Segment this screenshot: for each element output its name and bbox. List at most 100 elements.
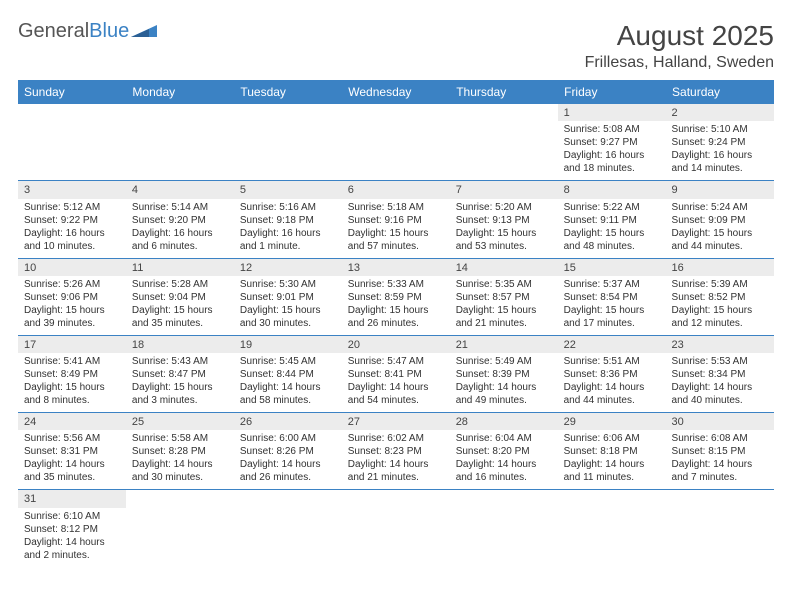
sunset-text: Sunset: 9:27 PM xyxy=(564,136,660,149)
calendar-cell: 9Sunrise: 5:24 AMSunset: 9:09 PMDaylight… xyxy=(666,181,774,258)
day-number: 8 xyxy=(558,181,666,198)
calendar-cell: 5Sunrise: 5:16 AMSunset: 9:18 PMDaylight… xyxy=(234,181,342,258)
sunrise-text: Sunrise: 5:45 AM xyxy=(240,355,336,368)
sunset-text: Sunset: 8:49 PM xyxy=(24,368,120,381)
calendar-cell: 6 Sunrise: 5:18 AMSunset: 9:16 PMDaylight… xyxy=(342,181,450,258)
day-number: 15 xyxy=(558,259,666,276)
day-info: Sunrise: 5:22 AMSunset: 9:11 PMDaylight:… xyxy=(564,201,660,253)
sunrise-text: Sunrise: 5:33 AM xyxy=(348,278,444,291)
calendar-cell: 21Sunrise: 5:49 AMSunset: 8:39 PMDayligh… xyxy=(450,335,558,412)
day-number: 3 xyxy=(18,181,126,198)
day-number: 12 xyxy=(234,259,342,276)
calendar-row: 31Sunrise: 6:10 AMSunset: 8:12 PMDayligh… xyxy=(18,490,774,567)
calendar-cell xyxy=(450,490,558,567)
day-number: 22 xyxy=(558,336,666,353)
daylight-text: Daylight: 15 hours and 8 minutes. xyxy=(24,381,120,407)
calendar-cell: 11Sunrise: 5:28 AMSunset: 9:04 PMDayligh… xyxy=(126,258,234,335)
sunset-text: Sunset: 8:18 PM xyxy=(564,445,660,458)
sunrise-text: Sunrise: 5:56 AM xyxy=(24,432,120,445)
calendar-cell: 25Sunrise: 5:58 AMSunset: 8:28 PMDayligh… xyxy=(126,413,234,490)
calendar-header: SundayMondayTuesdayWednesdayThursdayFrid… xyxy=(18,80,774,104)
sunset-text: Sunset: 9:09 PM xyxy=(672,214,768,227)
calendar-cell: 12 Sunrise: 5:30 AMSunset: 9:01 PMDayligh… xyxy=(234,258,342,335)
sunrise-text: Sunrise: 5:12 AM xyxy=(24,201,120,214)
sunset-text: Sunset: 8:59 PM xyxy=(348,291,444,304)
daylight-text: Daylight: 14 hours and 11 minutes. xyxy=(564,458,660,484)
day-number: 10 xyxy=(18,259,126,276)
calendar-cell xyxy=(342,490,450,567)
day-number: 23 xyxy=(666,336,774,353)
calendar-cell: 16Sunrise: 5:39 AMSunset: 8:52 PMDayligh… xyxy=(666,258,774,335)
calendar-cell: 13Sunrise: 5:33 AMSunset: 8:59 PMDayligh… xyxy=(342,258,450,335)
calendar-cell: 1Sunrise: 5:08 AMSunset: 9:27 PMDaylight… xyxy=(558,104,666,181)
day-info: Sunrise: 5:37 AMSunset: 8:54 PMDaylight:… xyxy=(564,278,660,330)
calendar-cell: 24Sunrise: 5:56 AMSunset: 8:31 PMDayligh… xyxy=(18,413,126,490)
daylight-text: Daylight: 15 hours and 17 minutes. xyxy=(564,304,660,330)
day-info: Sunrise: 5:26 AMSunset: 9:06 PMDaylight:… xyxy=(24,278,120,330)
sunset-text: Sunset: 8:57 PM xyxy=(456,291,552,304)
daylight-text: Daylight: 15 hours and 12 minutes. xyxy=(672,304,768,330)
calendar-cell xyxy=(450,104,558,181)
day-info: Sunrise: 5:10 AMSunset: 9:24 PMDaylight:… xyxy=(672,123,768,175)
calendar-cell: 26Sunrise: 6:00 AMSunset: 8:26 PMDayligh… xyxy=(234,413,342,490)
sunrise-text: Sunrise: 5:24 AM xyxy=(672,201,768,214)
weekday-header: Tuesday xyxy=(234,80,342,104)
calendar-body: 1Sunrise: 5:08 AMSunset: 9:27 PMDaylight… xyxy=(18,104,774,567)
daylight-text: Daylight: 16 hours and 6 minutes. xyxy=(132,227,228,253)
sunset-text: Sunset: 9:18 PM xyxy=(240,214,336,227)
sunset-text: Sunset: 8:31 PM xyxy=(24,445,120,458)
sunrise-text: Sunrise: 6:04 AM xyxy=(456,432,552,445)
day-number: 6 xyxy=(342,181,450,198)
day-number: 14 xyxy=(450,259,558,276)
daylight-text: Daylight: 14 hours and 21 minutes. xyxy=(348,458,444,484)
weekday-header: Wednesday xyxy=(342,80,450,104)
calendar-cell: 20Sunrise: 5:47 AMSunset: 8:41 PMDayligh… xyxy=(342,335,450,412)
daylight-text: Daylight: 16 hours and 10 minutes. xyxy=(24,227,120,253)
sunrise-text: Sunrise: 5:22 AM xyxy=(564,201,660,214)
weekday-header: Friday xyxy=(558,80,666,104)
day-info: Sunrise: 5:45 AMSunset: 8:44 PMDaylight:… xyxy=(240,355,336,407)
weekday-header: Sunday xyxy=(18,80,126,104)
day-info: Sunrise: 5:30 AMSunset: 9:01 PMDaylight:… xyxy=(240,278,336,330)
calendar-row: 1Sunrise: 5:08 AMSunset: 9:27 PMDaylight… xyxy=(18,104,774,181)
sunset-text: Sunset: 8:23 PM xyxy=(348,445,444,458)
calendar-cell: 15 Sunrise: 5:37 AMSunset: 8:54 PMDayligh… xyxy=(558,258,666,335)
calendar-cell: 23Sunrise: 5:53 AMSunset: 8:34 PMDayligh… xyxy=(666,335,774,412)
day-number: 21 xyxy=(450,336,558,353)
daylight-text: Daylight: 14 hours and 40 minutes. xyxy=(672,381,768,407)
sunset-text: Sunset: 9:13 PM xyxy=(456,214,552,227)
day-info: Sunrise: 5:47 AMSunset: 8:41 PMDaylight:… xyxy=(348,355,444,407)
daylight-text: Daylight: 15 hours and 53 minutes. xyxy=(456,227,552,253)
daylight-text: Daylight: 15 hours and 48 minutes. xyxy=(564,227,660,253)
sunrise-text: Sunrise: 5:49 AM xyxy=(456,355,552,368)
daylight-text: Daylight: 14 hours and 7 minutes. xyxy=(672,458,768,484)
day-info: Sunrise: 5:51 AMSunset: 8:36 PMDaylight:… xyxy=(564,355,660,407)
calendar-cell: 8 Sunrise: 5:22 AMSunset: 9:11 PMDaylight… xyxy=(558,181,666,258)
calendar-cell xyxy=(18,104,126,181)
sunset-text: Sunset: 8:54 PM xyxy=(564,291,660,304)
calendar-cell: 28Sunrise: 6:04 AMSunset: 8:20 PMDayligh… xyxy=(450,413,558,490)
day-info: Sunrise: 6:04 AMSunset: 8:20 PMDaylight:… xyxy=(456,432,552,484)
daylight-text: Daylight: 16 hours and 18 minutes. xyxy=(564,149,660,175)
daylight-text: Daylight: 15 hours and 35 minutes. xyxy=(132,304,228,330)
daylight-text: Daylight: 15 hours and 3 minutes. xyxy=(132,381,228,407)
sunset-text: Sunset: 9:24 PM xyxy=(672,136,768,149)
day-info: Sunrise: 5:18 AMSunset: 9:16 PMDaylight:… xyxy=(348,201,444,253)
calendar-cell: 30Sunrise: 6:08 AMSunset: 8:15 PMDayligh… xyxy=(666,413,774,490)
day-info: Sunrise: 6:10 AMSunset: 8:12 PMDaylight:… xyxy=(24,510,120,562)
daylight-text: Daylight: 14 hours and 16 minutes. xyxy=(456,458,552,484)
day-number: 7 xyxy=(450,181,558,198)
calendar-cell: 31Sunrise: 6:10 AMSunset: 8:12 PMDayligh… xyxy=(18,490,126,567)
day-number: 26 xyxy=(234,413,342,430)
logo-word2: Blue xyxy=(89,20,129,42)
calendar-cell: 14Sunrise: 5:35 AMSunset: 8:57 PMDayligh… xyxy=(450,258,558,335)
day-number: 5 xyxy=(234,181,342,198)
logo: GeneralBlue xyxy=(18,20,157,43)
day-info: Sunrise: 5:41 AMSunset: 8:49 PMDaylight:… xyxy=(24,355,120,407)
day-number: 4 xyxy=(126,181,234,198)
sunrise-text: Sunrise: 6:08 AM xyxy=(672,432,768,445)
sunrise-text: Sunrise: 5:14 AM xyxy=(132,201,228,214)
calendar-cell: 29Sunrise: 6:06 AMSunset: 8:18 PMDayligh… xyxy=(558,413,666,490)
sunset-text: Sunset: 9:04 PM xyxy=(132,291,228,304)
calendar-row: 10 Sunrise: 5:26 AMSunset: 9:06 PMDayligh… xyxy=(18,258,774,335)
